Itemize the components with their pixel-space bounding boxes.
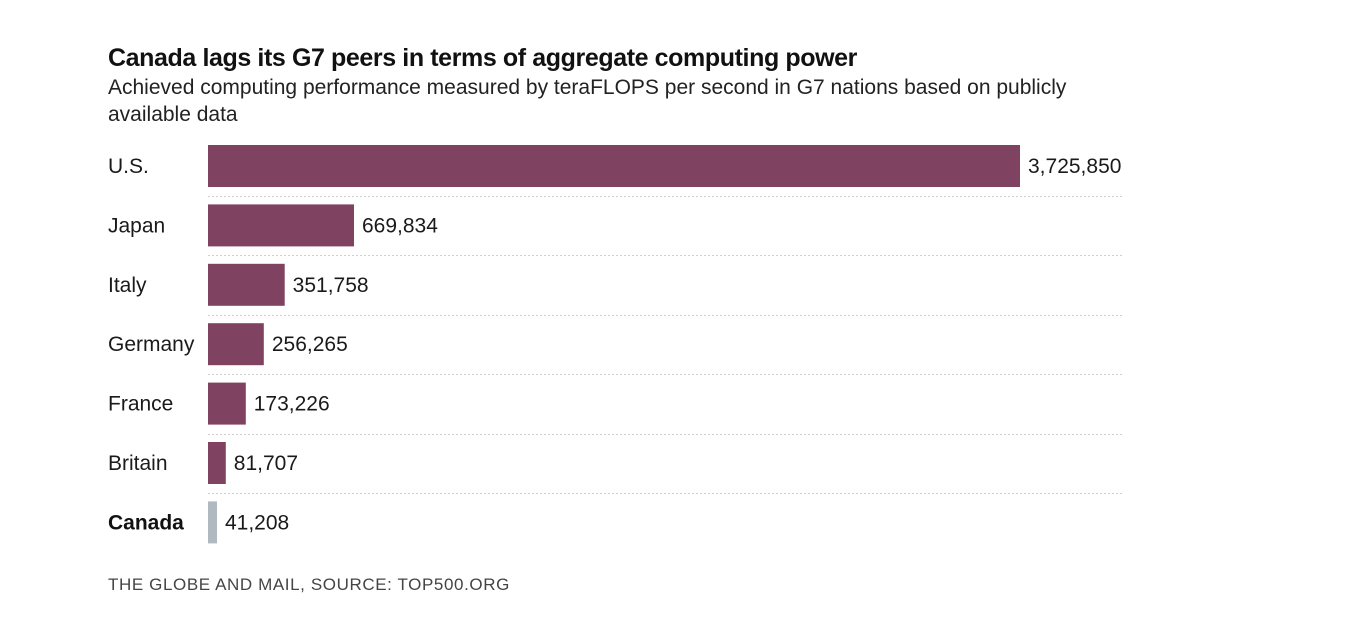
category-label: U.S.: [108, 155, 149, 178]
bar-canada: [208, 501, 217, 544]
bar-italy: [208, 263, 285, 306]
bar-france: [208, 382, 246, 425]
value-label: 81,707: [234, 452, 298, 475]
category-label: France: [108, 393, 173, 416]
chart-title: Canada lags its G7 peers in terms of agg…: [108, 44, 857, 72]
value-label: 3,725,850: [1028, 155, 1121, 178]
category-label: Japan: [108, 214, 165, 237]
value-label: 41,208: [225, 511, 289, 534]
source-credit: THE GLOBE AND MAIL, SOURCE: TOP500.ORG: [108, 575, 510, 594]
bar-us: [208, 145, 1020, 187]
bar-germany: [208, 323, 264, 366]
value-label: 256,265: [272, 333, 348, 356]
chart-header: Canada lags its G7 peers in terms of agg…: [108, 42, 1068, 128]
category-label: Canada: [108, 511, 184, 534]
category-label: Britain: [108, 452, 168, 475]
category-label: Italy: [108, 274, 147, 297]
value-label: 669,834: [362, 214, 438, 237]
bar-japan: [208, 204, 354, 247]
bar-britain: [208, 442, 226, 484]
chart-subtitle: Achieved computing performance measured …: [108, 76, 1067, 126]
value-label: 173,226: [254, 393, 330, 416]
category-label: Germany: [108, 333, 195, 356]
value-label: 351,758: [293, 274, 369, 297]
